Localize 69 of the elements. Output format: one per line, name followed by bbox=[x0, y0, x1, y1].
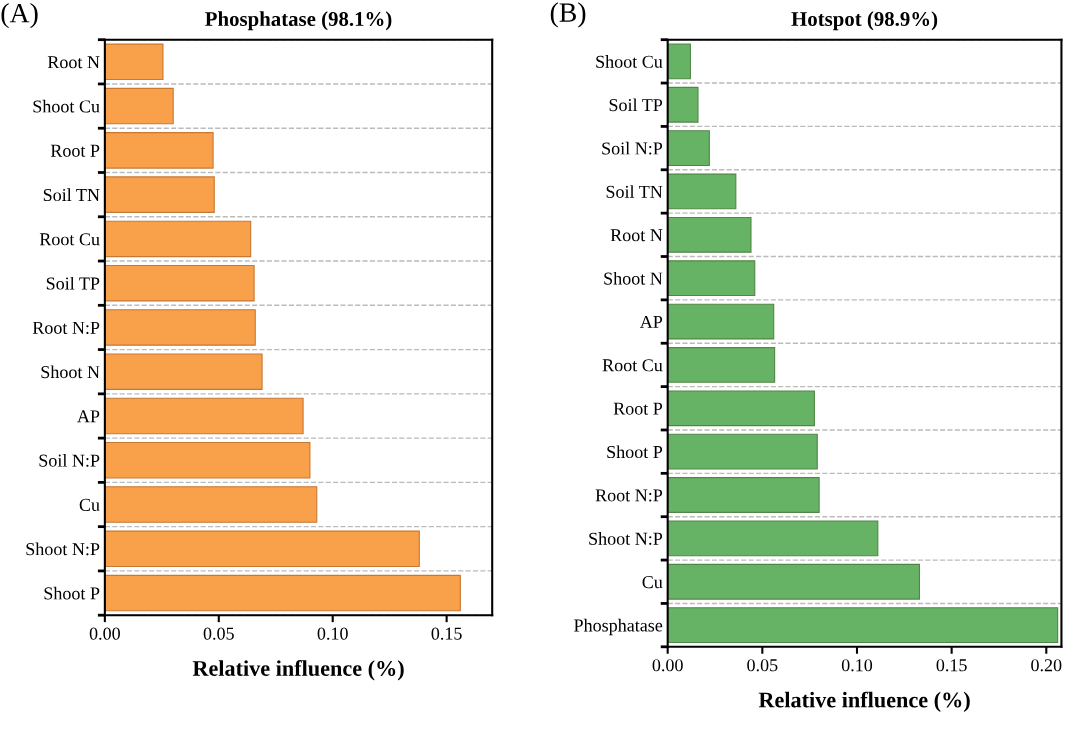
x-tick-label: 0.05 bbox=[747, 659, 778, 672]
bar bbox=[104, 309, 256, 346]
bar bbox=[104, 43, 164, 81]
bar bbox=[104, 353, 263, 390]
bar bbox=[667, 86, 699, 123]
bar bbox=[667, 563, 921, 600]
bar bbox=[104, 132, 214, 169]
y-tick-label: Shoot N:P bbox=[26, 542, 100, 556]
y-tick-label: Root P bbox=[613, 402, 663, 415]
bar bbox=[104, 574, 461, 612]
bar bbox=[667, 477, 820, 513]
x-tick-label: 0.00 bbox=[89, 627, 120, 640]
bar bbox=[667, 303, 775, 340]
chart-title: Hotspot (98.9%) bbox=[791, 11, 938, 31]
bar bbox=[667, 433, 818, 470]
x-tick-label: 0.05 bbox=[203, 627, 234, 640]
bar bbox=[104, 176, 215, 213]
y-tick-label: Root Cu bbox=[602, 359, 663, 372]
bar bbox=[104, 220, 252, 258]
bar bbox=[667, 216, 752, 253]
x-tick-label: 0.20 bbox=[1031, 659, 1062, 672]
y-tick-label: Soil N:P bbox=[39, 453, 100, 467]
bar bbox=[104, 87, 174, 125]
y-tick-label: Root P bbox=[50, 144, 100, 157]
bar bbox=[667, 607, 1059, 644]
y-tick-label: Cu bbox=[79, 498, 100, 511]
bar bbox=[104, 397, 304, 435]
x-axis-title: Relative influence (%) bbox=[758, 691, 970, 713]
y-tick-label: Root N:P bbox=[32, 321, 100, 334]
y-tick-label: Shoot N:P bbox=[589, 532, 663, 545]
chart-title: Phosphatase (98.1%) bbox=[205, 11, 392, 31]
y-tick-label: Shoot N bbox=[604, 271, 663, 285]
y-tick-label: Phosphatase bbox=[574, 618, 663, 636]
bar bbox=[104, 530, 420, 568]
y-tick-label: Root N:P bbox=[595, 489, 663, 502]
x-tick-label: 0.10 bbox=[317, 627, 348, 640]
text: (A) bbox=[1, 2, 38, 29]
x-tick-label: 0.15 bbox=[431, 627, 462, 640]
x-tick-label: 0.15 bbox=[936, 659, 967, 672]
bar bbox=[667, 390, 815, 427]
y-tick-label: Soil N:P bbox=[602, 141, 663, 155]
y-tick-label: Root N bbox=[610, 229, 663, 242]
y-tick-label: Shoot Cu bbox=[596, 55, 663, 68]
x-tick-label: 0.00 bbox=[652, 659, 683, 672]
y-tick-label: Soil TP bbox=[609, 98, 663, 112]
bar bbox=[667, 260, 756, 297]
y-tick-label: Root Cu bbox=[39, 233, 100, 246]
y-tick-label: Shoot N bbox=[41, 365, 100, 379]
y-tick-label: Soil TN bbox=[606, 185, 663, 198]
y-tick-label: AP bbox=[639, 315, 663, 328]
bar bbox=[667, 520, 879, 557]
y-tick-label: Shoot P bbox=[44, 586, 100, 600]
bar bbox=[104, 264, 255, 302]
y-tick-label: Soil TN bbox=[43, 188, 100, 202]
y-tick-label: AP bbox=[77, 410, 100, 423]
y-tick-label: Shoot P bbox=[607, 445, 663, 459]
bar bbox=[667, 173, 737, 210]
bar bbox=[667, 43, 691, 80]
x-tick-label: 0.10 bbox=[841, 659, 873, 672]
y-tick-label: Cu bbox=[642, 576, 663, 589]
bar bbox=[667, 130, 710, 167]
text: (B) bbox=[550, 2, 586, 28]
bar bbox=[667, 347, 776, 383]
bar bbox=[104, 486, 318, 523]
y-tick-label: Root N bbox=[47, 56, 100, 69]
x-axis-title: Relative influence (%) bbox=[192, 660, 404, 681]
bar bbox=[104, 441, 311, 479]
y-tick-label: Shoot Cu bbox=[33, 99, 100, 113]
y-tick-label: Soil TP bbox=[46, 276, 100, 290]
